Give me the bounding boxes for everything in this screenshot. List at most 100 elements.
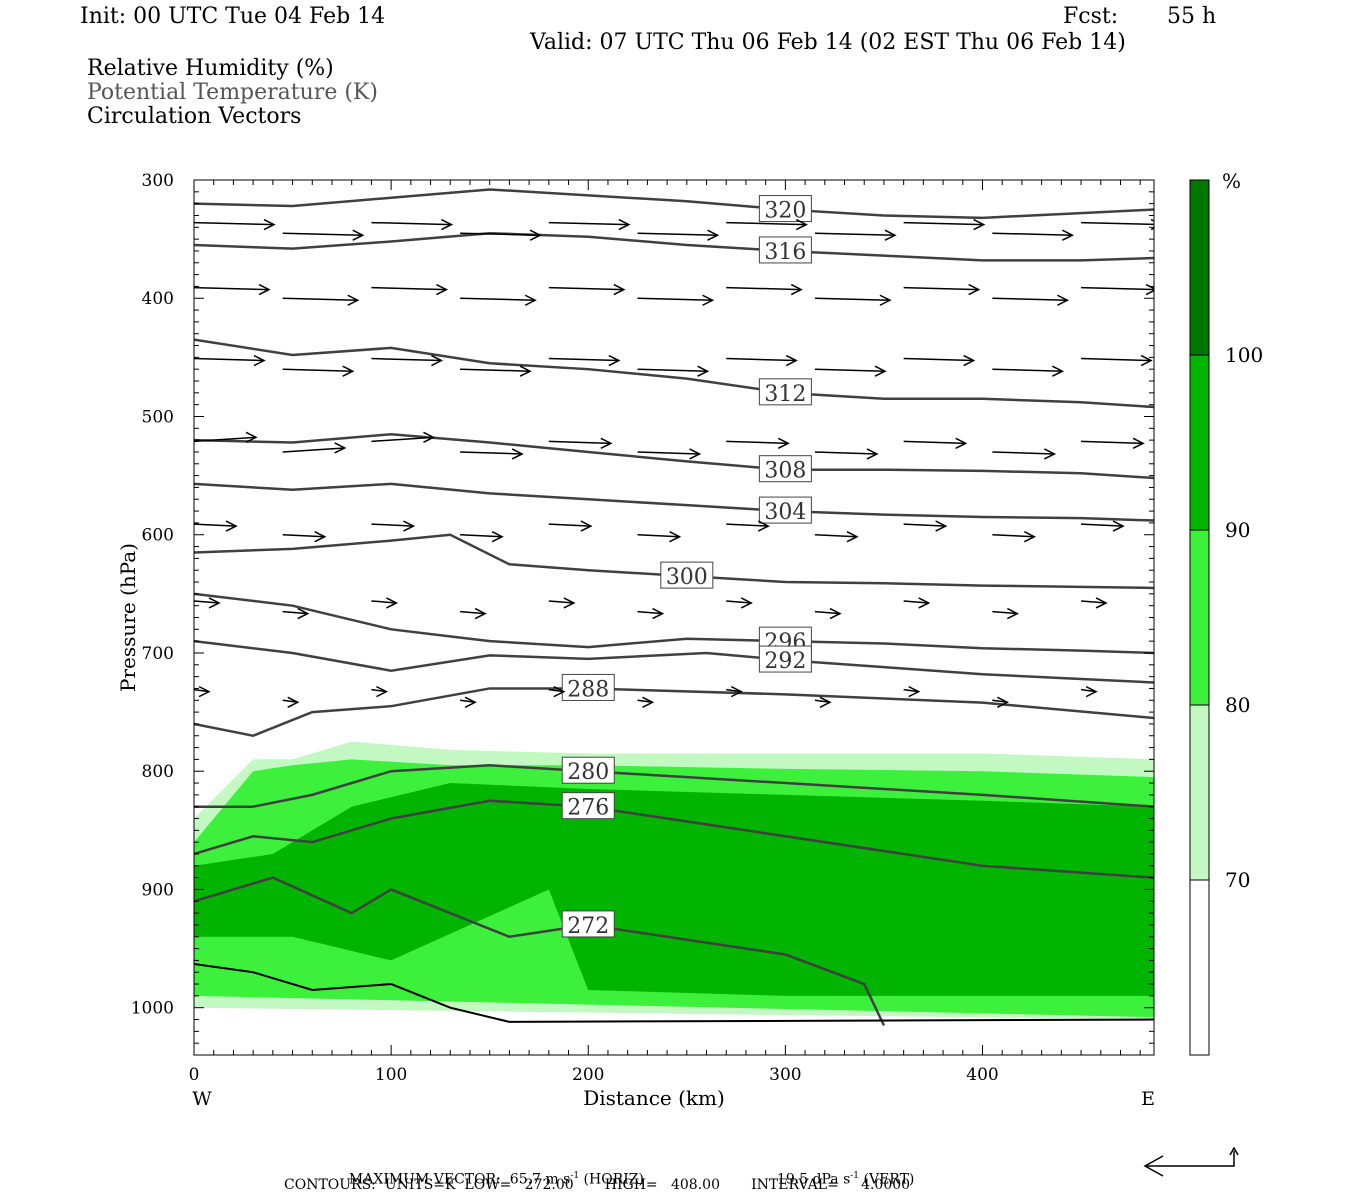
vector-arrow	[903, 440, 966, 445]
y-tick-label: 600	[142, 526, 174, 546]
x-west-label: W	[192, 1088, 212, 1110]
y-tick-label: 900	[142, 880, 174, 900]
vector-arrow	[1081, 221, 1154, 226]
reference-vector-vert-head	[1229, 1146, 1239, 1156]
theta-label-box-320	[758, 195, 812, 223]
vector-arrowhead	[918, 597, 931, 609]
vector-arrowhead	[600, 437, 613, 449]
vector-arrowhead	[314, 531, 327, 543]
vector-arrow	[282, 232, 363, 236]
vector-arrowhead	[790, 283, 803, 296]
valid-time: Valid: 07 UTC Thu 06 Feb 14 (02 EST Thu …	[530, 30, 1126, 55]
vector-arrowhead	[955, 437, 968, 449]
vector-arrow	[814, 533, 857, 538]
vector-arrowhead	[342, 365, 355, 377]
vector-arrowhead	[334, 442, 347, 454]
colorbar-segment-3	[1190, 705, 1209, 880]
vector-arrowhead	[846, 531, 859, 543]
theta-contour-300	[194, 533, 1154, 590]
vector-arrow	[992, 297, 1068, 301]
vector-arrow	[548, 523, 591, 527]
theta-contour-276	[194, 799, 1154, 879]
forecast-label: Fcst:	[1063, 4, 1119, 29]
max-vector-horiz: MAXIMUM VECTOR: 65.7 m s	[348, 1171, 571, 1188]
y-axis-title: Pressure (hPa)	[116, 543, 140, 692]
vector-arrowhead	[1112, 520, 1125, 532]
vector-arrow	[371, 436, 434, 443]
vector-arrow	[726, 221, 807, 226]
max-vector-vert-info: 19.5 dPa s-1 (VERT)	[768, 1158, 914, 1187]
vector-arrowhead	[608, 354, 621, 367]
y-tick-label: 300	[142, 171, 174, 191]
max-vector-info: MAXIMUM VECTOR: 65.7 m s-1 (HORIZ)	[340, 1158, 644, 1187]
theta-contour-280	[194, 764, 1154, 808]
theta-label-292: 292	[764, 649, 806, 674]
reference-vector-head	[1143, 1155, 1164, 1177]
theta-contour-288	[194, 687, 1154, 738]
vector-arrow	[992, 699, 1008, 704]
vector-arrow	[637, 699, 653, 704]
theta-contour-296	[194, 592, 1154, 655]
vector-arrow	[371, 600, 397, 604]
vector-arrow	[637, 451, 700, 455]
vector-arrowhead	[884, 229, 897, 241]
vector-arrow	[903, 600, 929, 604]
theta-label-box-316	[758, 236, 812, 264]
terrain-line	[194, 962, 1154, 1023]
vector-arrow	[460, 610, 486, 615]
x-tick-label: 300	[769, 1065, 801, 1085]
vector-arrow	[460, 451, 523, 455]
vector-arrowhead	[431, 354, 444, 367]
vector-arrow	[992, 451, 1055, 455]
vector-arrow	[903, 523, 946, 527]
vector-arrowhead	[474, 607, 487, 620]
vector-arrowhead	[618, 218, 631, 231]
vector-arrow	[282, 533, 325, 538]
vector-arrow	[460, 368, 531, 372]
vector-arrow	[282, 368, 353, 372]
theta-label-box-272	[561, 910, 615, 938]
vector-arrowhead	[795, 218, 808, 231]
vector-arrow	[371, 221, 452, 226]
colorbar-label-label_100: 100	[1225, 343, 1263, 367]
theta-contour-312	[194, 338, 1154, 409]
y-tick-label: 700	[142, 644, 174, 664]
vector-arrow	[371, 523, 414, 527]
vector-arrowhead	[436, 283, 449, 296]
vector-arrow	[814, 297, 890, 301]
vector-arrowhead	[464, 696, 477, 708]
vector-arrowhead	[697, 365, 710, 377]
colorbar-segment-4	[1190, 880, 1209, 1055]
vector-arrow	[992, 533, 1035, 538]
vector-arrow	[282, 297, 358, 301]
vector-arrowhead	[707, 229, 720, 241]
theta-label-box-312	[758, 378, 812, 406]
vector-arrow	[1081, 600, 1107, 604]
vector-arrowhead	[689, 448, 702, 460]
vector-arrowhead	[785, 354, 798, 367]
forecast-hour: 55 h	[1167, 4, 1217, 29]
vector-arrow	[1080, 688, 1097, 693]
vector-arrowhead	[963, 354, 976, 367]
theta-label-288: 288	[567, 677, 609, 702]
vector-arrow	[637, 368, 708, 372]
y-tick-label: 1000	[131, 999, 174, 1019]
vector-arrow	[282, 447, 345, 453]
colorbar-segment-2	[1190, 530, 1209, 705]
legend-theta: Potential Temperature (K)	[87, 80, 378, 105]
vector-arrow	[194, 357, 265, 362]
vector-arrow	[814, 232, 895, 236]
legend-rh: Relative Humidity (%)	[87, 56, 334, 81]
x-tick-label: 400	[966, 1065, 998, 1085]
vector-arrow	[194, 286, 270, 291]
vector-arrow	[814, 368, 885, 372]
vector-arrowhead	[511, 448, 524, 460]
vert-unit: (VERT)	[859, 1171, 915, 1188]
vector-arrowhead	[352, 229, 365, 241]
colorbar-label-label_90: 90	[1225, 518, 1250, 542]
vector-arrowhead	[740, 597, 753, 609]
vector-arrowhead	[652, 607, 665, 620]
colorbar-frame	[1189, 179, 1210, 1056]
vector-arrowhead	[1052, 365, 1065, 377]
